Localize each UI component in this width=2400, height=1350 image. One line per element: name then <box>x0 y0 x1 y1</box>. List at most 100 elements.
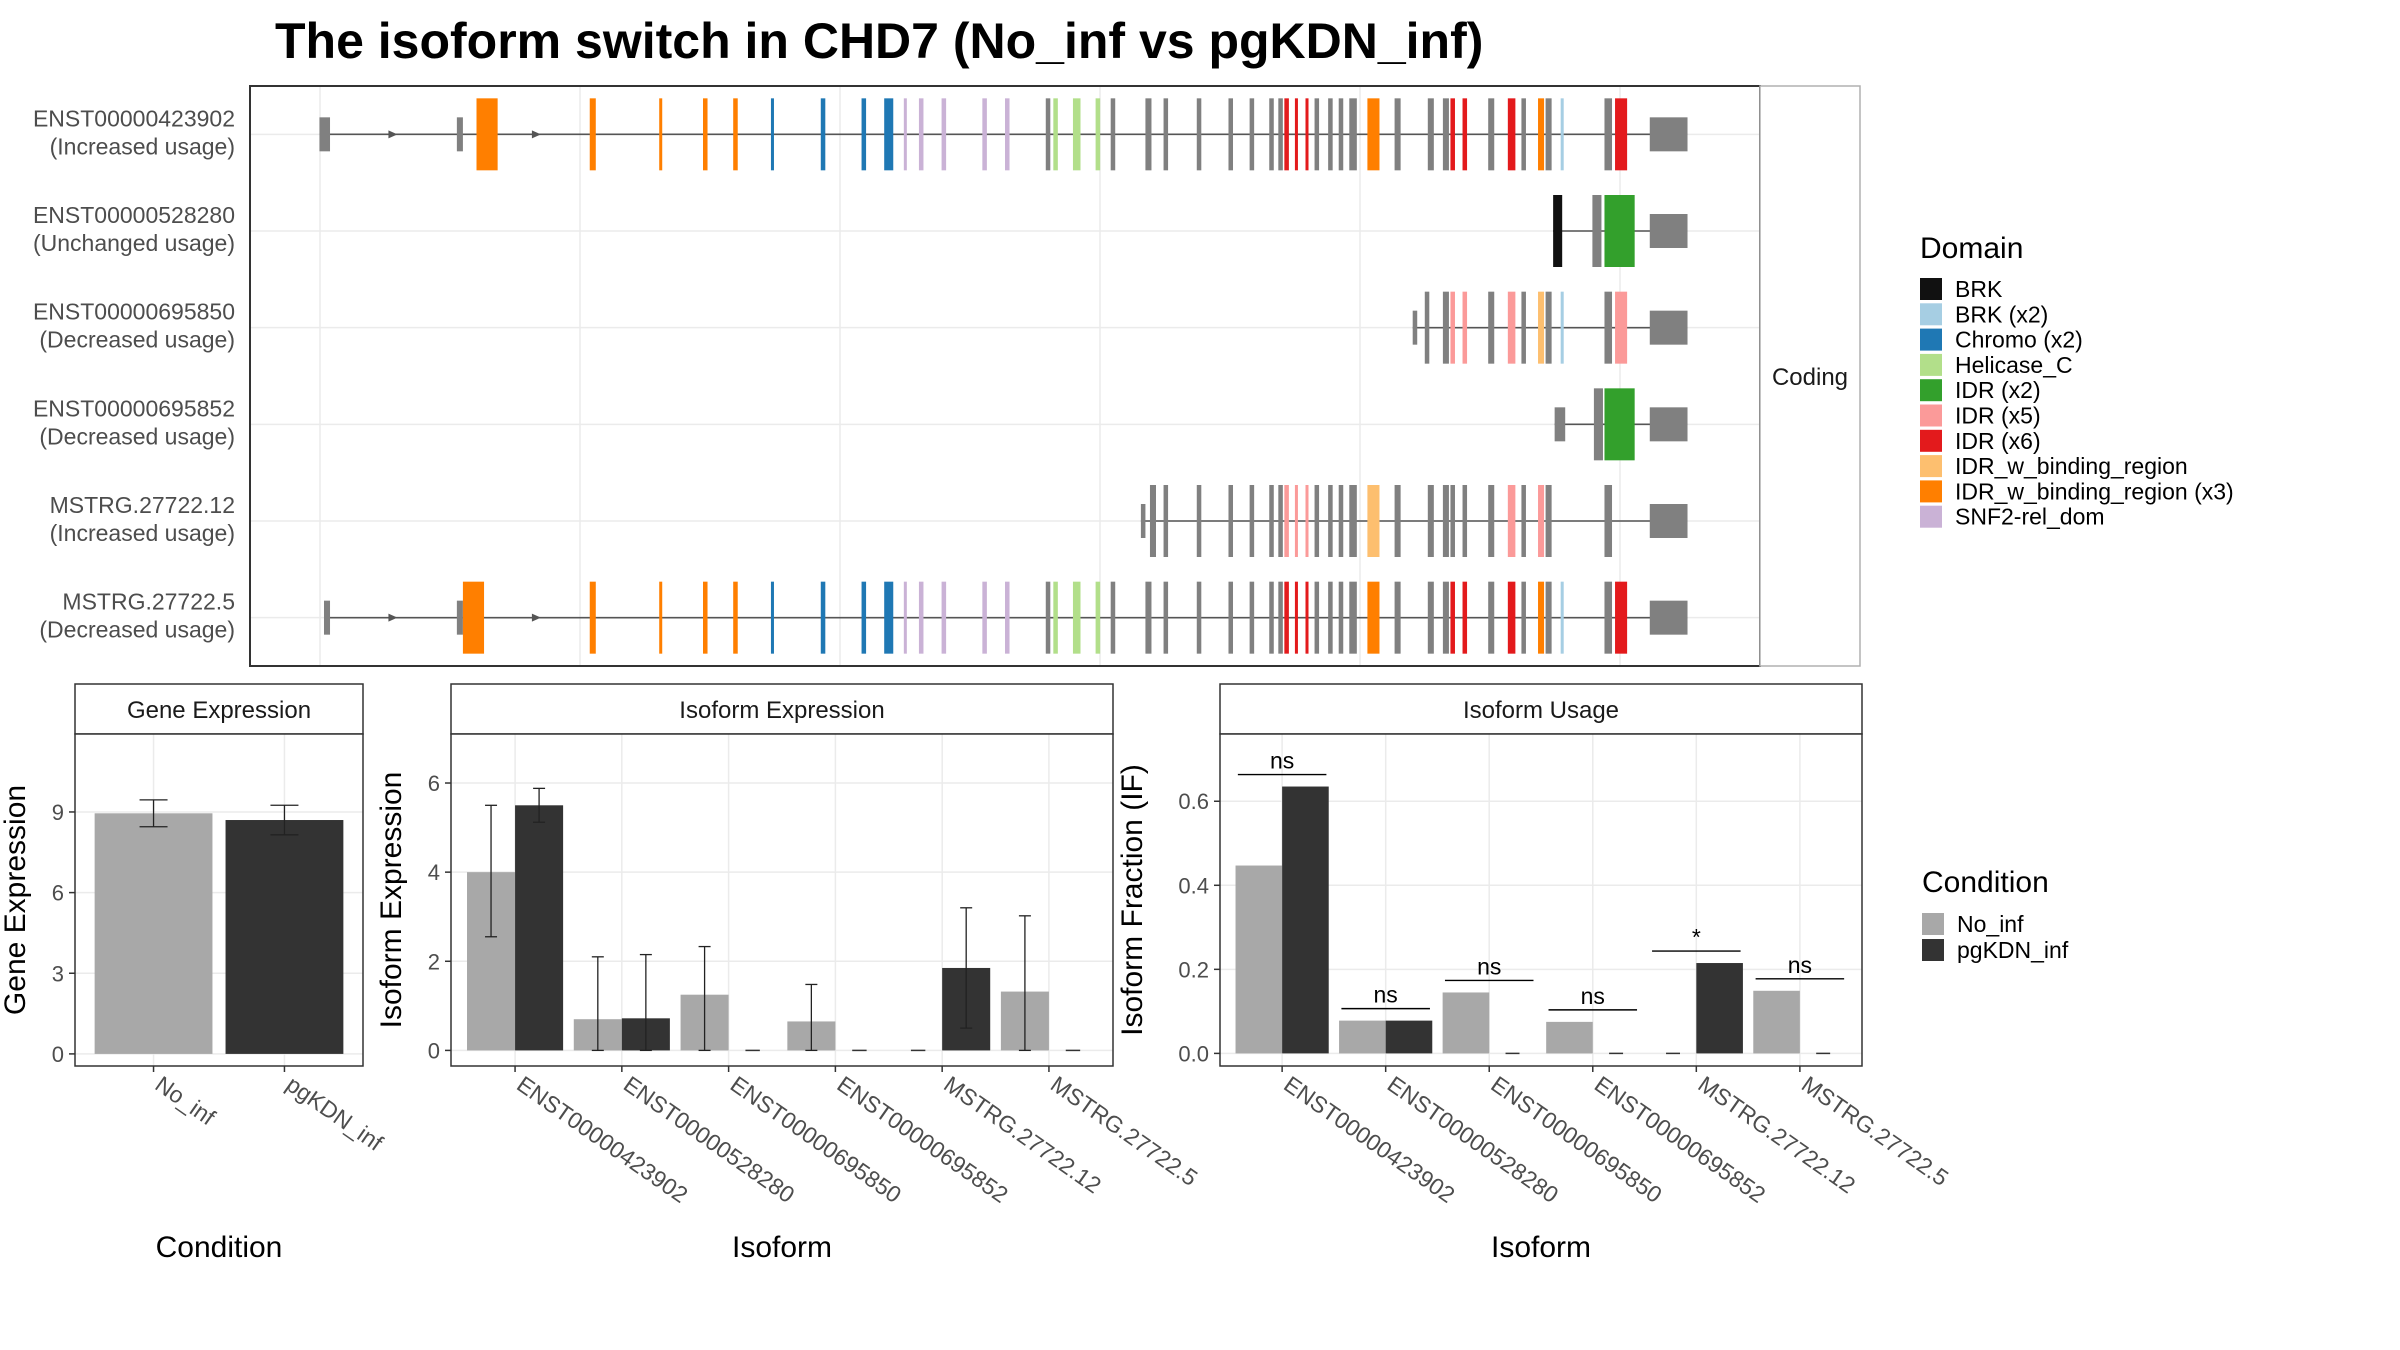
coding-exon <box>1269 581 1274 654</box>
domain-legend-label: Chromo (x2) <box>1955 327 2083 353</box>
panel-border <box>450 733 1114 1067</box>
coding-exon <box>1045 581 1051 654</box>
panel-strip-label: Gene Expression <box>127 697 311 724</box>
domain-exon <box>1367 581 1380 654</box>
domain-exon <box>820 98 826 171</box>
coding-strip <box>1759 85 1861 667</box>
domain-exon <box>1615 581 1628 654</box>
x-tick-label: ENST00000695850 <box>726 1071 906 1208</box>
domain-exon <box>903 98 907 171</box>
isoform-usage-label: (Increased usage) <box>50 133 235 159</box>
isoform-id-label: ENST00000423902 <box>33 105 235 131</box>
utr-exon <box>1649 504 1688 538</box>
domain-legend-label: Helicase_C <box>1955 352 2073 378</box>
coding-exon <box>1545 291 1552 364</box>
isoform-id-label: ENST00000528280 <box>33 202 235 228</box>
isoform-id-label: ENST00000695852 <box>33 395 235 421</box>
utr-exon <box>1649 407 1688 442</box>
utr-exon <box>1140 504 1146 538</box>
domain-legend-label: SNF2-rel_dom <box>1955 504 2105 530</box>
panel-border <box>1219 733 1863 1067</box>
x-tick-label: ENST00000423902 <box>512 1071 692 1208</box>
utr-exon <box>1649 214 1688 248</box>
domain-exon <box>1462 291 1468 364</box>
condition-legend-title: Condition <box>1922 866 2049 899</box>
coding-exon <box>1163 581 1169 654</box>
coding-exon <box>1427 98 1434 171</box>
x-tick-label: ENST00000695852 <box>833 1071 1013 1208</box>
domain-exon <box>1305 98 1309 171</box>
bar <box>1339 1020 1386 1054</box>
x-axis-title: Condition <box>156 1231 283 1264</box>
domain-exon <box>1305 581 1309 654</box>
domain-exon <box>1294 98 1298 171</box>
domain-exon <box>982 581 987 654</box>
coding-exon <box>1228 485 1234 557</box>
coding-exon <box>1163 485 1169 557</box>
isoform-expression-panel: Isoform Expression0246ENST00000423902ENS… <box>375 683 1202 1264</box>
domain-exon <box>1538 98 1545 171</box>
y-axis-title: Isoform Fraction (IF) <box>1116 764 1149 1036</box>
coding-exon <box>1328 581 1333 654</box>
domain-legend-label: IDR_w_binding_region (x3) <box>1955 478 2234 504</box>
utr-exon <box>456 117 463 152</box>
y-tick-label: 6 <box>428 771 440 796</box>
coding-exon <box>1349 581 1357 654</box>
coding-exon <box>1604 485 1613 557</box>
coding-exon <box>1196 485 1202 557</box>
domain-exon <box>941 581 947 654</box>
coding-exon <box>1338 98 1344 171</box>
domain-exon <box>1367 485 1380 557</box>
structure-plot-area <box>250 86 1760 666</box>
domain-exon <box>589 581 596 654</box>
coding-exon <box>1196 581 1202 654</box>
coding-exon <box>1269 485 1274 557</box>
domain-exon <box>733 98 738 171</box>
coding-exon <box>1249 98 1255 171</box>
condition-legend-key <box>1922 913 1944 935</box>
domain-legend-label: IDR (x2) <box>1955 377 2041 403</box>
domain-exon <box>462 581 485 654</box>
bar <box>1442 992 1490 1054</box>
domain-exon <box>1538 581 1545 654</box>
domain-legend-title: Domain <box>1920 232 2023 265</box>
domain-exon <box>1284 581 1289 654</box>
domain-legend-key <box>1920 278 1942 300</box>
isoform-usage-panel: Isoform Usage 0.0 0.2 0.4 0.6 ns ns ns ns * ns ENST… <box>1116 683 1953 1264</box>
utr-exon <box>1649 117 1688 152</box>
domain-exon <box>703 98 708 171</box>
y-tick-label: 3 <box>52 961 64 986</box>
x-tick-label: ENST00000423902 <box>1279 1071 1459 1208</box>
coding-exon <box>1521 581 1526 654</box>
domain-exon <box>1367 98 1380 171</box>
domain-exon <box>1294 485 1298 557</box>
coding-exon <box>1228 98 1234 171</box>
y-tick-label: 0.6 <box>1178 789 1209 814</box>
domain-legend-key <box>1920 379 1942 402</box>
domain-exon <box>733 581 738 654</box>
x-tick-label: ENST00000528280 <box>1383 1071 1563 1208</box>
coding-exon <box>1488 291 1495 364</box>
y-tick-label: 0 <box>428 1038 440 1063</box>
y-tick-label: 0.0 <box>1178 1041 1209 1066</box>
coding-exon <box>1521 98 1526 171</box>
utr-exon <box>1649 600 1688 635</box>
domain-legend-label: IDR (x6) <box>1955 428 2041 454</box>
coding-exon <box>1604 581 1613 654</box>
coding-exon <box>1488 98 1495 171</box>
domain-exon <box>1450 291 1455 364</box>
coding-exon <box>1314 485 1320 557</box>
coding-exon <box>1521 485 1526 557</box>
domain-exon <box>476 98 498 171</box>
domain-exon <box>1604 388 1635 461</box>
utr-exon <box>1554 407 1566 442</box>
coding-exon <box>1442 98 1449 171</box>
panel-strip-label: Isoform Usage <box>1463 697 1619 724</box>
domain-exon <box>1507 581 1516 654</box>
coding-exon <box>1424 291 1430 364</box>
domain-legend-key <box>1920 455 1942 478</box>
gene-expression-panel: Gene Expression 0 3 6 9 No_inf pgKDN_inf Condit… <box>0 683 388 1264</box>
domain-exon <box>1450 98 1455 171</box>
